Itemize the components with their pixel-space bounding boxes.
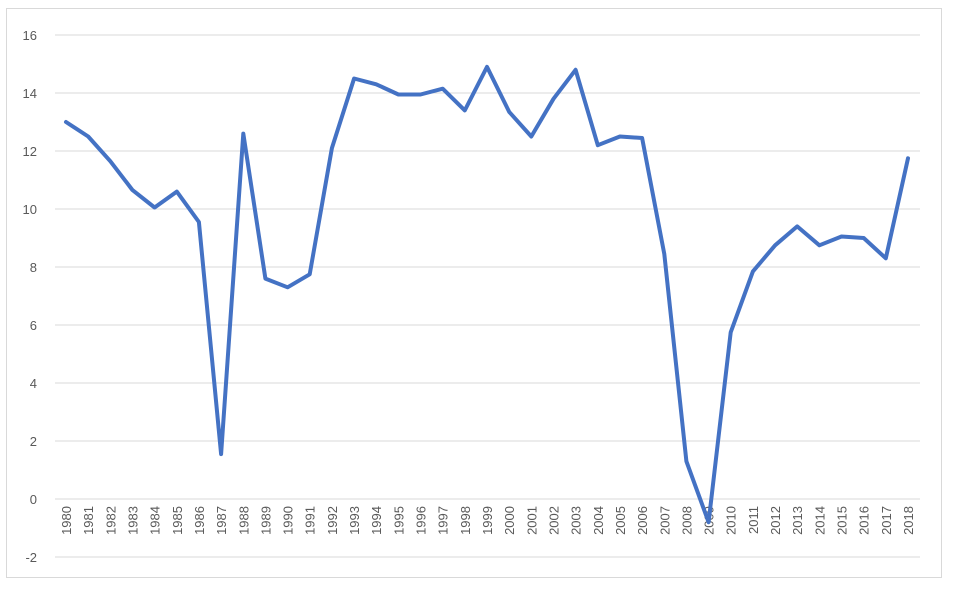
y-tick-label: 16 [23,28,37,43]
x-tick-label: 1995 [391,506,406,535]
x-tick-label: 1991 [303,506,318,535]
series-group [64,64,910,525]
x-tick-label: 1989 [258,506,273,535]
y-tick-label: 0 [30,492,37,507]
y-tick-label: 2 [30,434,37,449]
y-tick-label: 4 [30,376,37,391]
gridlines [55,34,920,558]
x-tick-label: 1984 [148,506,163,535]
y-tick-label: 12 [23,144,37,159]
x-tick-label: 1990 [281,506,296,535]
x-tick-label: 1986 [192,506,207,535]
x-tick-label: 1998 [458,506,473,535]
x-tick-label: 2001 [524,506,539,535]
x-tick-label: 2003 [569,506,584,535]
chart-frame [6,8,942,578]
x-tick-label: 2018 [901,506,916,535]
y-tick-label: 8 [30,260,37,275]
series-line-0 [64,64,910,525]
x-tick-label: 1985 [170,506,185,535]
x-tick-label: 1981 [81,506,96,535]
x-tick-label: 2007 [657,506,672,535]
x-tick-label: 2014 [812,506,827,535]
x-tick-label: 1992 [325,506,340,535]
x-tick-label: 1987 [214,506,229,535]
y-tick-label: 14 [23,86,37,101]
x-tick-label: 2013 [790,506,805,535]
x-tick-label: 2010 [724,506,739,535]
x-tick-label: 2011 [746,506,761,534]
x-tick-label: 1999 [480,506,495,535]
y-tick-label: 10 [23,202,37,217]
x-tick-label: 1993 [347,506,362,535]
x-tick-label: 2016 [857,506,872,535]
x-tick-label: 2005 [613,506,628,535]
x-tick-label: 2006 [635,506,650,535]
x-tick-label: 2012 [768,506,783,535]
x-tick-label: 2002 [546,506,561,535]
x-tick-label: 1980 [59,506,74,535]
x-tick-label: 2004 [591,506,606,535]
x-tick-label: 2000 [502,506,517,535]
x-axis-ticks: 1980 1981 1982 1983 1984 1985 1986 1987 1988 1989… [59,506,916,535]
x-tick-label: 1996 [414,506,429,535]
y-axis-ticks: -2 0 2 4 6 8 10 12 14 16 [23,28,37,565]
x-tick-label: 1983 [125,506,140,535]
x-tick-label: 1994 [369,506,384,535]
x-tick-label: 2008 [679,506,694,535]
x-tick-label: 1988 [236,506,251,535]
x-tick-label: 2015 [835,506,850,535]
x-tick-label: 1997 [436,506,451,535]
x-tick-label: 1982 [103,506,118,535]
y-tick-label: -2 [25,550,37,565]
y-tick-label: 6 [30,318,37,333]
x-tick-label: 2017 [879,506,894,535]
